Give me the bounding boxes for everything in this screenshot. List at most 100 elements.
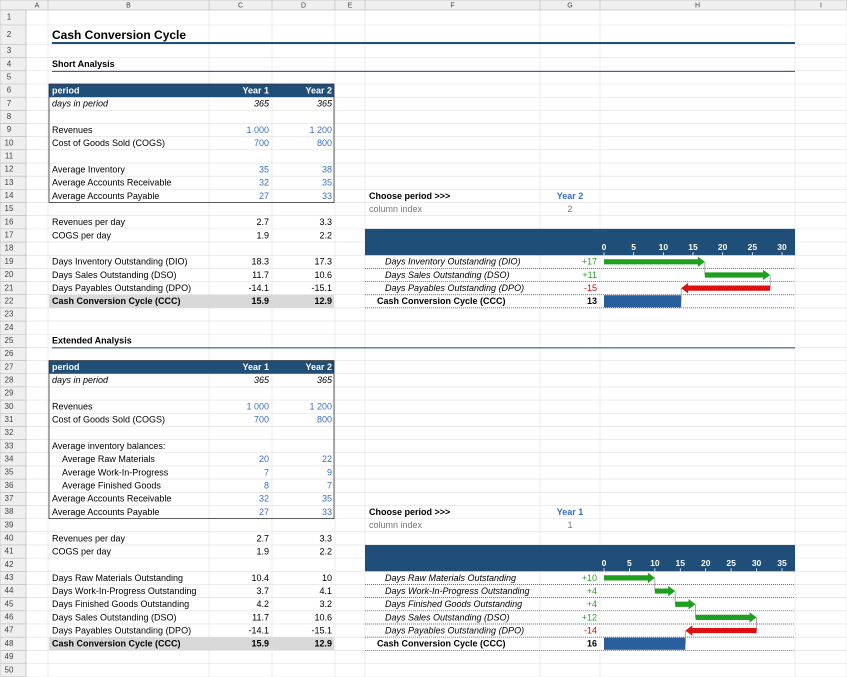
row-number: 21 bbox=[5, 283, 14, 292]
row-label: Average Accounts Receivable bbox=[52, 494, 171, 504]
row-number: 8 bbox=[7, 112, 12, 121]
waterfall-total-label: Cash Conversion Cycle (CCC) bbox=[377, 296, 506, 306]
row-label: days in period bbox=[52, 375, 109, 385]
row-number: 48 bbox=[5, 639, 14, 648]
column-header: I bbox=[820, 2, 822, 9]
waterfall-label: Days Sales Outstanding (DSO) bbox=[385, 270, 510, 280]
chooser-period: Year 2 bbox=[557, 191, 584, 201]
column-header: D bbox=[301, 2, 306, 9]
x-tick-label: 20 bbox=[701, 558, 711, 568]
section-heading: Short Analysis bbox=[52, 59, 115, 69]
row-number: 16 bbox=[5, 217, 14, 226]
row-number: 19 bbox=[5, 257, 14, 266]
cell-value: 18.3 bbox=[251, 257, 269, 267]
x-tick-label: 25 bbox=[726, 558, 736, 568]
row-number: 5 bbox=[7, 73, 12, 82]
cell-value: 35 bbox=[322, 178, 332, 188]
cell-value: 4.1 bbox=[319, 586, 332, 596]
cell-value: 33 bbox=[322, 507, 332, 517]
row-number: 4 bbox=[7, 59, 12, 68]
chooser-label: Choose period >>> bbox=[369, 507, 450, 517]
row-number: 31 bbox=[5, 415, 14, 424]
cell-value: 10.6 bbox=[314, 270, 332, 280]
row-number: 35 bbox=[5, 468, 14, 477]
row-number: 7 bbox=[7, 99, 12, 108]
row-number: 49 bbox=[5, 652, 14, 661]
total-bar bbox=[604, 637, 686, 650]
cell-value: 3.3 bbox=[319, 217, 332, 227]
cell-value: 3.7 bbox=[256, 586, 269, 596]
cell-value: 800 bbox=[317, 138, 332, 148]
row-number: 3 bbox=[7, 46, 12, 55]
waterfall-total-label: Cash Conversion Cycle (CCC) bbox=[377, 639, 506, 649]
row-number: 50 bbox=[5, 665, 14, 674]
row-number: 32 bbox=[5, 428, 14, 437]
x-tick-label: 25 bbox=[748, 242, 758, 252]
table-header: period bbox=[52, 85, 80, 95]
row-label: Days Payables Outstanding (DPO) bbox=[52, 283, 191, 293]
waterfall-value: -14 bbox=[584, 625, 597, 635]
cell-value: 22 bbox=[322, 454, 332, 464]
waterfall-value: +10 bbox=[582, 573, 597, 583]
cell-value: 700 bbox=[254, 138, 269, 148]
row-number: 18 bbox=[5, 244, 14, 253]
cell-value: 32 bbox=[259, 178, 269, 188]
row-number: 10 bbox=[5, 138, 14, 147]
cell-value: 10.6 bbox=[314, 612, 332, 622]
total-label: Cash Conversion Cycle (CCC) bbox=[52, 296, 181, 306]
row-label: Average Accounts Receivable bbox=[52, 178, 171, 188]
cell-value: 365 bbox=[254, 99, 270, 109]
waterfall-value: +11 bbox=[582, 270, 597, 280]
column-header: F bbox=[450, 2, 454, 9]
table-header: period bbox=[52, 362, 80, 372]
chooser-index: 1 bbox=[567, 520, 572, 530]
cell-value: 365 bbox=[254, 375, 270, 385]
cell-value: 32 bbox=[259, 494, 269, 504]
cell-value: 17.3 bbox=[314, 257, 332, 267]
waterfall-total: 13 bbox=[587, 296, 597, 306]
total-fill bbox=[49, 637, 334, 651]
table-header: Year 2 bbox=[305, 362, 332, 372]
x-tick-label: 5 bbox=[631, 242, 636, 252]
cell-value: 1 200 bbox=[309, 125, 332, 135]
cell-value: 33 bbox=[322, 191, 332, 201]
cell-value: -14.1 bbox=[248, 283, 269, 293]
cell-value: 2.7 bbox=[256, 217, 269, 227]
row-number: 24 bbox=[5, 323, 14, 332]
column-header: C bbox=[238, 2, 243, 9]
row-number: 39 bbox=[5, 520, 14, 529]
cell-value: -14.1 bbox=[248, 625, 269, 635]
row-number: 42 bbox=[5, 560, 14, 569]
cell-value: -15.1 bbox=[311, 283, 332, 293]
column-header-bar bbox=[0, 0, 847, 11]
row-label: Average Raw Materials bbox=[62, 454, 155, 464]
row-header-bar bbox=[0, 9, 27, 677]
waterfall-value: +12 bbox=[582, 612, 597, 622]
waterfall-arrow bbox=[654, 585, 676, 597]
row-number: 14 bbox=[5, 191, 14, 200]
cell-value: 10 bbox=[322, 573, 332, 583]
cell-value: 11.7 bbox=[252, 270, 269, 280]
row-number: 43 bbox=[5, 573, 14, 582]
cell-value: 1.9 bbox=[256, 230, 269, 240]
row-label: Days Sales Outstanding (DSO) bbox=[52, 612, 177, 622]
row-label: COGS per day bbox=[52, 546, 112, 556]
row-number: 1 bbox=[7, 13, 12, 22]
row-label: Revenues per day bbox=[52, 217, 126, 227]
cell-value: 2.2 bbox=[319, 546, 332, 556]
row-label: Average Accounts Payable bbox=[52, 507, 159, 517]
cell-value: 1 000 bbox=[246, 125, 269, 135]
column-header: H bbox=[695, 2, 700, 9]
row-label: Average Inventory bbox=[52, 164, 125, 174]
total-value: 12.9 bbox=[314, 639, 332, 649]
row-number: 36 bbox=[5, 481, 14, 490]
row-number: 20 bbox=[5, 270, 14, 279]
row-label: Average inventory balances: bbox=[52, 441, 165, 451]
waterfall-value: +4 bbox=[587, 599, 597, 609]
x-tick-label: 30 bbox=[752, 558, 762, 568]
row-number: 46 bbox=[5, 613, 14, 622]
row-label: days in period bbox=[52, 99, 109, 109]
row-number: 25 bbox=[5, 336, 14, 345]
cell-value: 2.7 bbox=[256, 533, 269, 543]
waterfall-label: Days Finished Goods Outstanding bbox=[385, 599, 522, 609]
